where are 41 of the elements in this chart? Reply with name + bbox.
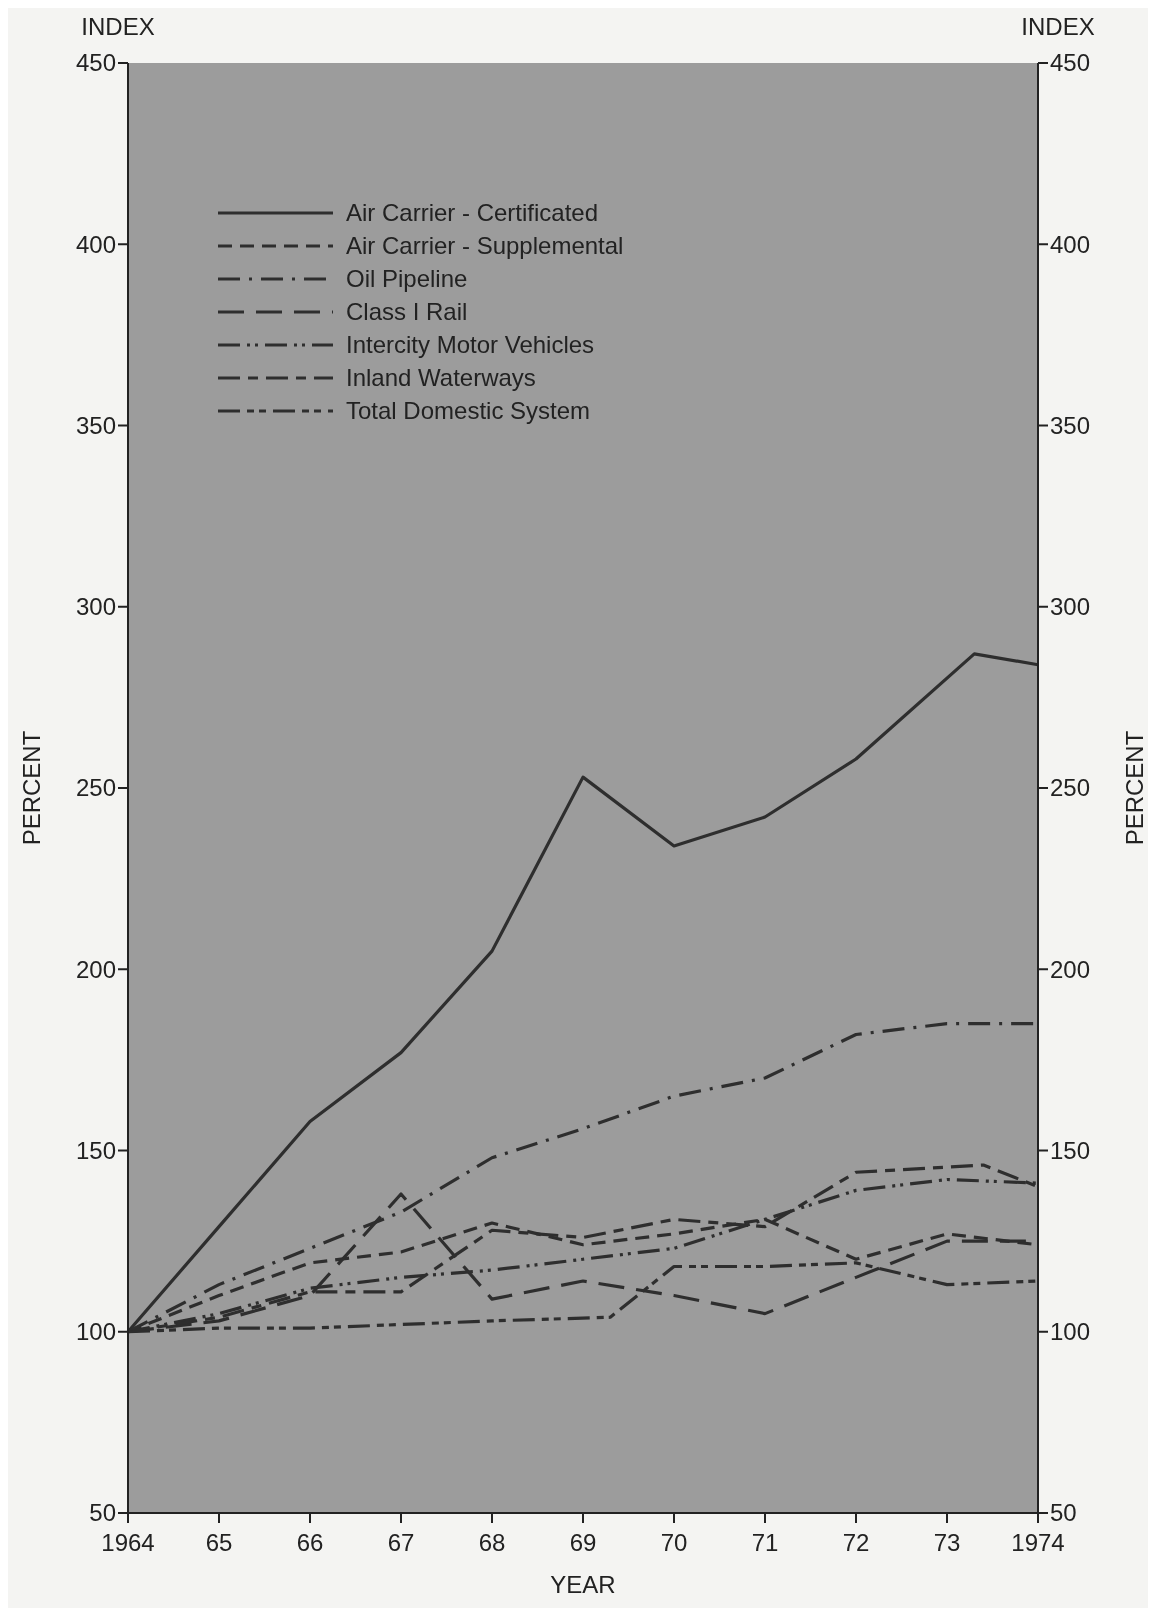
text: INDEX [81,13,155,40]
legend-label: Oil Pipeline [346,265,468,293]
y-tick-label: 150 [75,1136,116,1164]
y2-tick-label: 350 [1050,411,1091,439]
y2-tick-label: 300 [1050,593,1091,621]
legend-label: Total Domestic System [346,397,591,425]
x-tick-label: 69 [569,1529,597,1556]
y-tick-label: 400 [75,230,116,258]
y-axis-title: PERCENT [18,730,45,846]
x-tick-label: 67 [387,1529,415,1556]
y-tick-label: 200 [75,955,116,983]
x-axis-title: YEAR [550,1571,616,1598]
y2-tick-label: 50 [1050,1499,1077,1527]
y2-tick-label: 250 [1050,774,1091,802]
y-tick-label: 100 [75,1318,116,1346]
legend-label: Class I Rail [346,298,468,326]
text: INDEX [1021,13,1095,40]
x-tick-label: 1964 [101,1529,155,1556]
x-tick-label: 73 [933,1529,961,1556]
y-tick-label: 50 [89,1499,116,1527]
y-tick-label: 250 [75,774,116,802]
x-tick-label: 68 [478,1529,506,1556]
legend-label: Intercity Motor Vehicles [346,331,595,359]
y2-tick-label: 150 [1050,1136,1091,1164]
x-tick-label: 65 [205,1529,233,1556]
legend-label: Air Carrier - Certificated [346,199,599,227]
y2-tick-label: 400 [1050,230,1091,258]
x-tick-label: 70 [660,1529,688,1556]
y2-axis-title: PERCENT [1121,730,1148,846]
y2-tick-label: 450 [1050,49,1091,77]
legend-label: Inland Waterways [346,364,536,392]
x-tick-label: 71 [751,1529,779,1556]
legend-label: Air Carrier - Supplemental [346,232,624,260]
x-tick-label: 1974 [1011,1529,1065,1556]
y-tick-label: 450 [75,49,116,77]
y2-tick-label: 200 [1050,955,1091,983]
y-tick-label: 300 [75,593,116,621]
x-tick-label: 72 [842,1529,870,1556]
y-tick-label: 350 [75,411,116,439]
y2-tick-label: 100 [1050,1318,1091,1346]
x-tick-label: 66 [296,1529,324,1556]
